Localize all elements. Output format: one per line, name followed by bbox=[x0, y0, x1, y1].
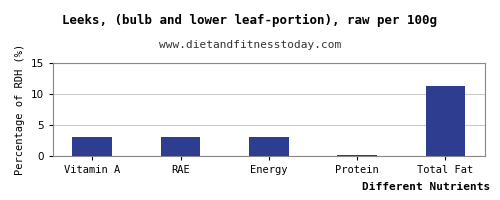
Bar bbox=[72, 137, 112, 156]
Bar bbox=[426, 86, 466, 156]
Bar bbox=[161, 137, 200, 156]
Bar bbox=[338, 155, 377, 156]
Y-axis label: Percentage of RDH (%): Percentage of RDH (%) bbox=[15, 44, 25, 175]
Text: www.dietandfitnesstoday.com: www.dietandfitnesstoday.com bbox=[159, 40, 341, 50]
Bar bbox=[249, 137, 289, 156]
Text: Leeks, (bulb and lower leaf-portion), raw per 100g: Leeks, (bulb and lower leaf-portion), ra… bbox=[62, 14, 438, 27]
Text: Different Nutrients: Different Nutrients bbox=[362, 182, 490, 192]
